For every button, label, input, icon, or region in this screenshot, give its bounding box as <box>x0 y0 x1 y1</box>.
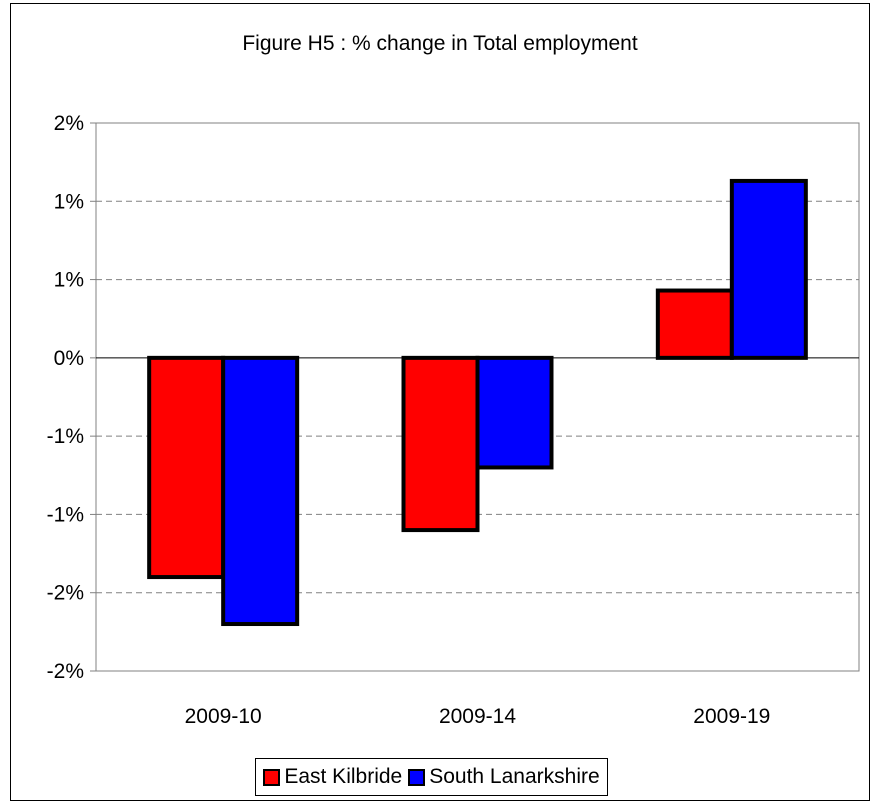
bar-south-lanarkshire-2009-19 <box>729 178 808 360</box>
y-axis-tick-label: 0% <box>54 347 84 370</box>
x-axis-tick-label: 2009-14 <box>439 705 516 728</box>
y-axis-tick-label: 1% <box>54 269 84 292</box>
y-axis-tick-label: -1% <box>47 425 84 448</box>
legend-label-east-kilbride: East Kilbride <box>284 765 403 788</box>
legend-label-south-lanarkshire: South Lanarkshire <box>429 765 600 788</box>
bar-east-kilbride-2009-14 <box>401 355 480 533</box>
legend-swatch-east-kilbride <box>263 768 281 786</box>
y-axis-tick-label: -1% <box>47 503 84 526</box>
bar-east-kilbride-2009-10 <box>147 355 226 580</box>
plot-area-border <box>95 122 860 672</box>
y-axis-tick-label: 2% <box>54 112 84 135</box>
bar-south-lanarkshire-2009-14 <box>475 355 554 470</box>
bar-south-lanarkshire-2009-10 <box>221 355 300 627</box>
y-axis-tick-label: -2% <box>47 660 84 683</box>
x-axis-tick-label: 2009-19 <box>693 705 770 728</box>
chart-legend: East Kilbride South Lanarkshire <box>255 758 608 796</box>
y-axis-tick-label: -2% <box>47 582 84 605</box>
y-axis-tick-label: 1% <box>54 190 84 213</box>
legend-entry-east-kilbride: East Kilbride <box>263 765 402 789</box>
bar-east-kilbride-2009-19 <box>655 288 734 360</box>
chart-title: Figure H5 : % change in Total employment <box>242 32 638 55</box>
x-axis-tick-label: 2009-10 <box>185 705 262 728</box>
legend-entry-south-lanarkshire: South Lanarkshire <box>408 765 600 789</box>
legend-swatch-south-lanarkshire <box>408 768 426 786</box>
